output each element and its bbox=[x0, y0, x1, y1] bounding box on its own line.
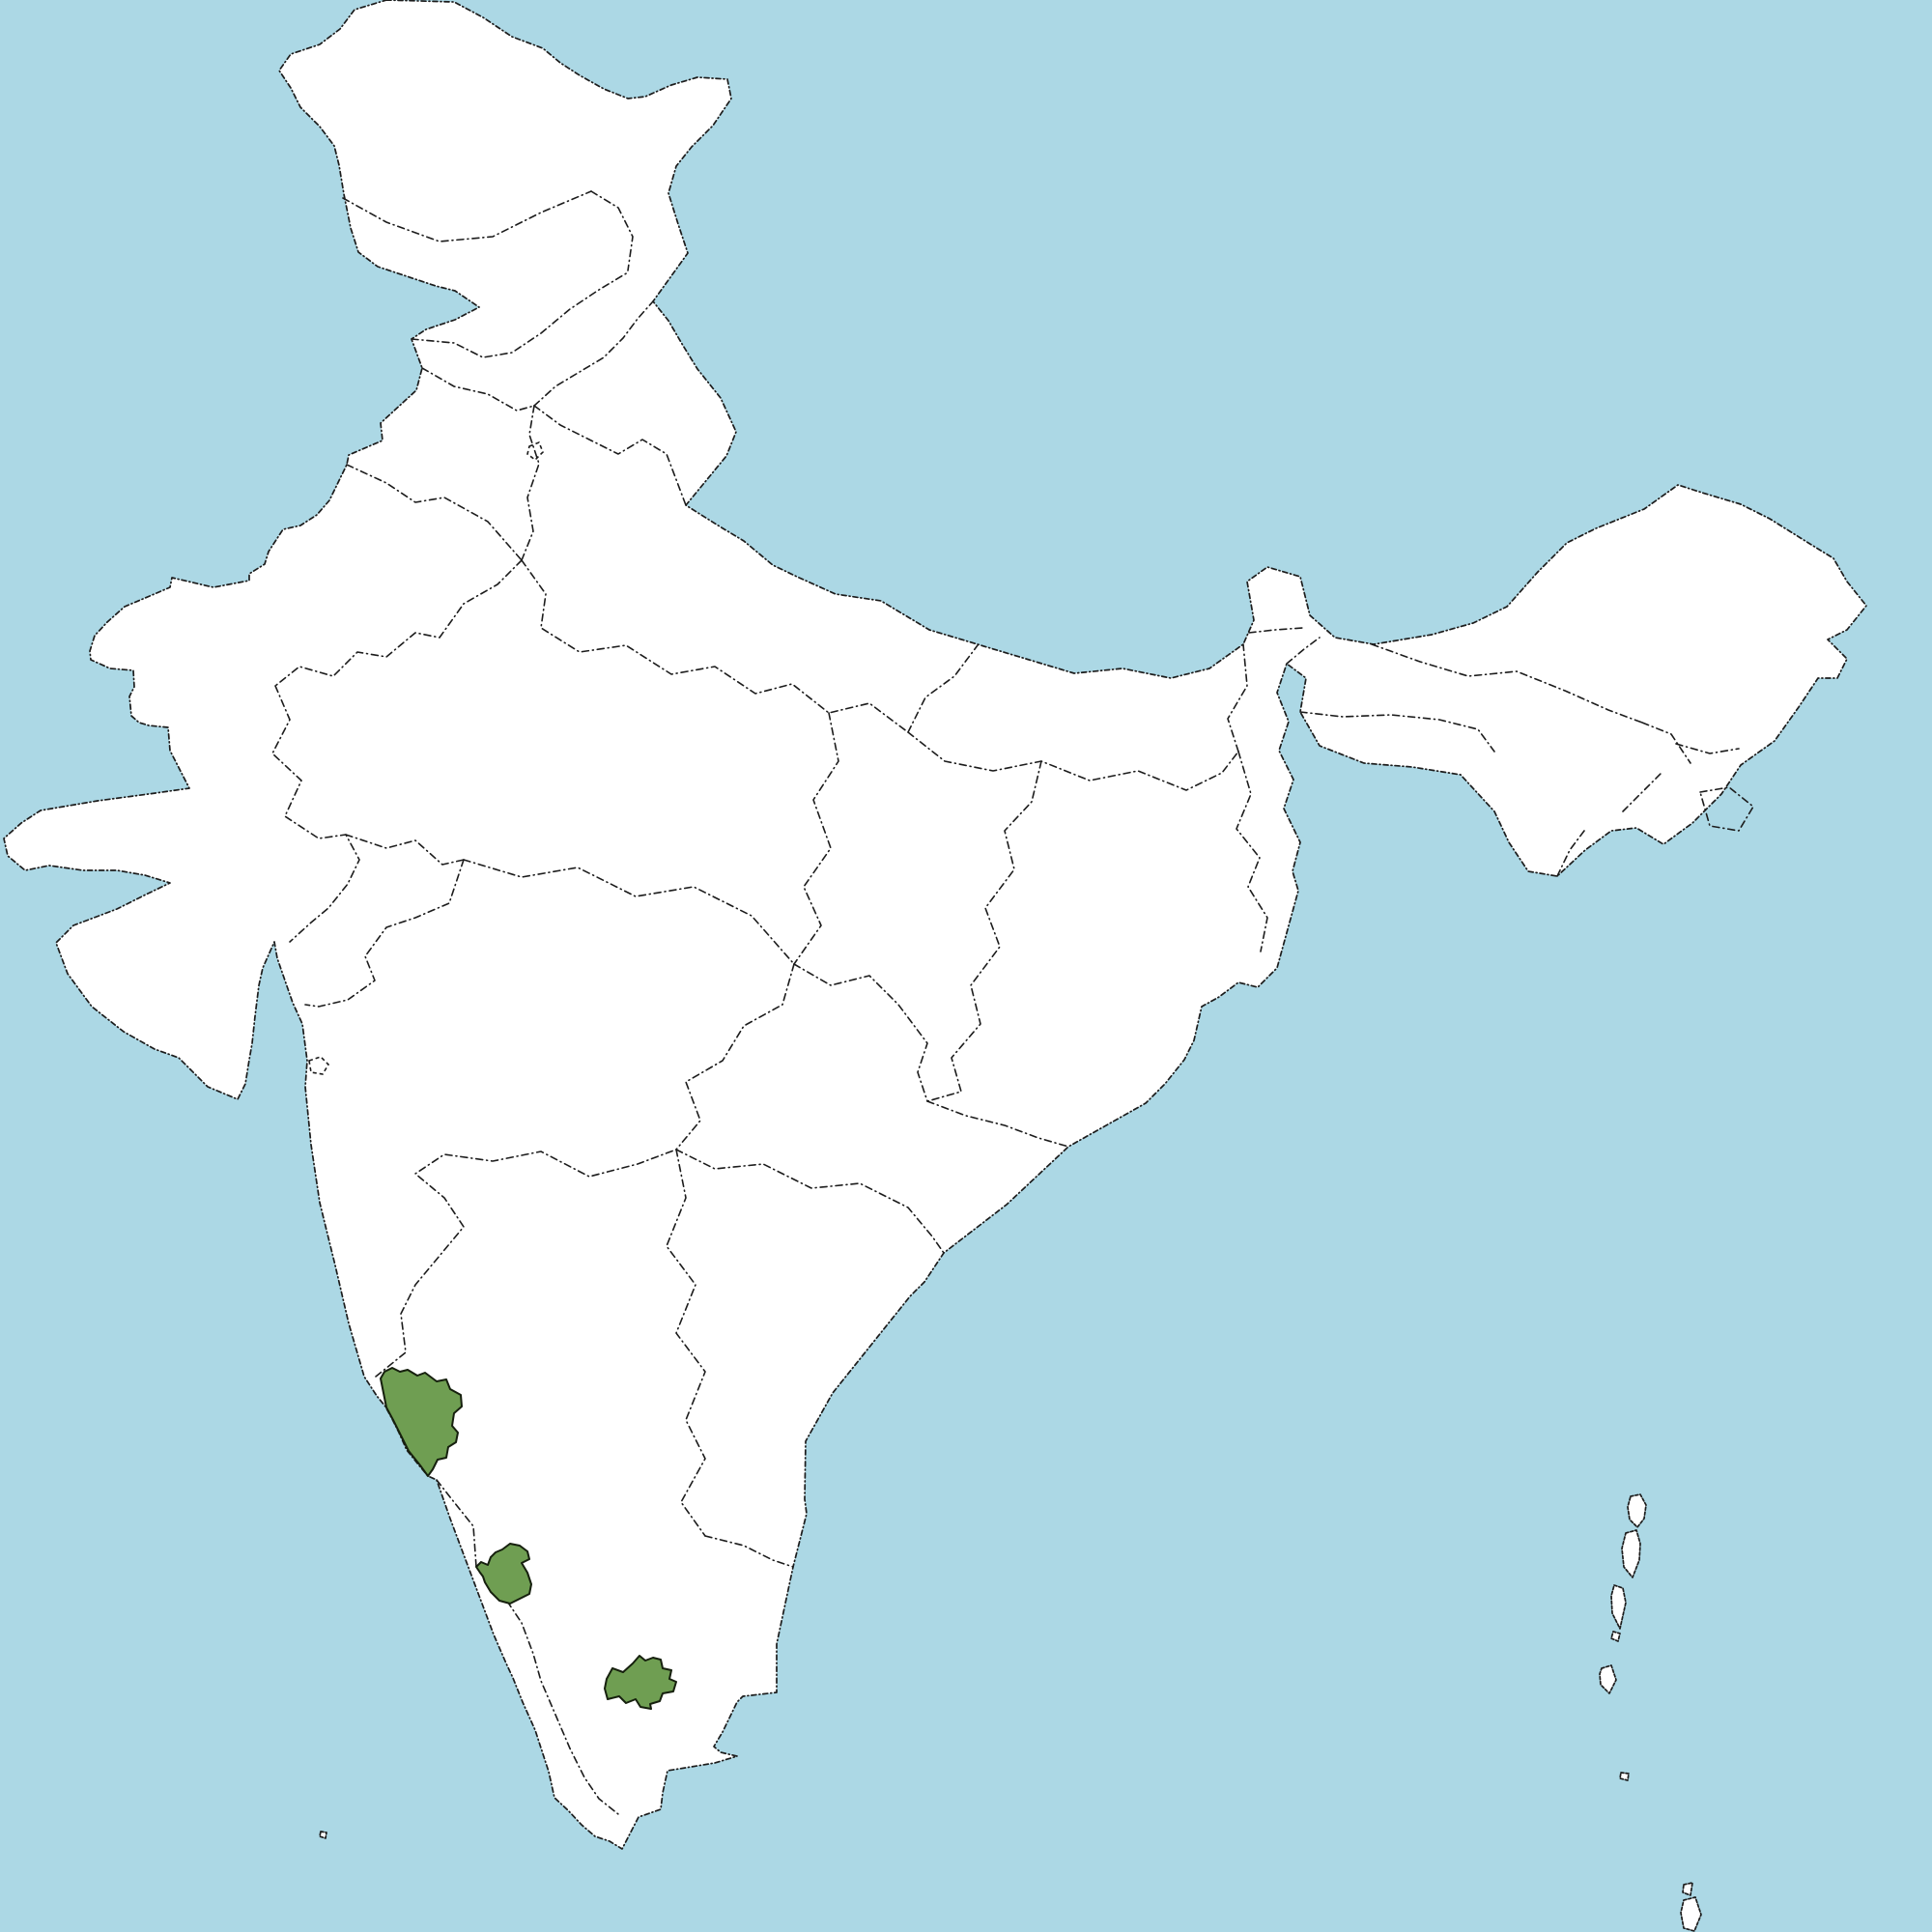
state-border-27 bbox=[704, 1535, 794, 1568]
landmass-group bbox=[3, 0, 1867, 1932]
state-border-29 bbox=[475, 1566, 619, 1815]
state-border-11 bbox=[345, 834, 465, 866]
state-border-14 bbox=[907, 644, 979, 733]
state-border-18 bbox=[793, 712, 839, 965]
state-border-31 bbox=[1371, 643, 1643, 724]
highlighted-district-inland-2[interactable] bbox=[604, 1655, 677, 1710]
enclave-daman-dnh bbox=[308, 1056, 330, 1075]
state-border-36 bbox=[1622, 772, 1662, 812]
enclave-outlines-group bbox=[308, 440, 544, 1075]
state-border-15 bbox=[907, 731, 1239, 791]
state-border-37 bbox=[1248, 627, 1303, 634]
state-border-6 bbox=[521, 405, 540, 561]
island-little-andaman bbox=[1610, 1631, 1621, 1642]
highlighted-district-west-coast[interactable] bbox=[380, 1367, 463, 1477]
state-border-28 bbox=[436, 1479, 477, 1568]
state-border-25 bbox=[375, 1149, 677, 1378]
state-border-16 bbox=[1227, 643, 1248, 753]
state-border-32 bbox=[1641, 722, 1691, 764]
island-north-andaman bbox=[1627, 1493, 1647, 1528]
state-border-24 bbox=[675, 1149, 945, 1254]
state-border-4 bbox=[421, 367, 535, 412]
state-border-3 bbox=[411, 271, 629, 358]
island-lakshadweep bbox=[319, 1831, 327, 1839]
state-border-20 bbox=[793, 963, 928, 1102]
state-border-17 bbox=[1236, 751, 1268, 952]
india-mainland[interactable] bbox=[3, 0, 1867, 1850]
highlighted-districts-group bbox=[380, 1367, 677, 1710]
state-border-2 bbox=[590, 190, 634, 271]
state-border-1 bbox=[342, 190, 592, 242]
state-border-7 bbox=[533, 405, 687, 506]
island-car-nicobar bbox=[1599, 1664, 1617, 1694]
state-border-10 bbox=[271, 685, 360, 943]
state-border-30 bbox=[1299, 711, 1495, 753]
island-south-andaman bbox=[1610, 1584, 1627, 1630]
state-border-9 bbox=[274, 559, 523, 687]
state-borders-group bbox=[271, 190, 1754, 1815]
state-border-13 bbox=[521, 559, 909, 733]
state-border-34 bbox=[1699, 786, 1754, 832]
island-great-nicobar bbox=[1680, 1896, 1702, 1932]
state-border-19 bbox=[463, 859, 795, 965]
state-border-22 bbox=[926, 1100, 1069, 1148]
island-middle-andaman bbox=[1621, 1529, 1641, 1578]
island-nicobar-small bbox=[1682, 1882, 1693, 1896]
state-border-12 bbox=[304, 859, 465, 1008]
state-border-23 bbox=[675, 963, 795, 1151]
state-border-8 bbox=[346, 464, 523, 561]
highlighted-district-inland-1[interactable] bbox=[475, 1543, 532, 1605]
island-nicobar-tiny bbox=[1619, 1772, 1630, 1781]
state-border-21 bbox=[926, 760, 1042, 1102]
state-border-38 bbox=[1286, 637, 1321, 665]
state-border-33 bbox=[1675, 743, 1740, 754]
enclave-delhi bbox=[526, 440, 544, 462]
